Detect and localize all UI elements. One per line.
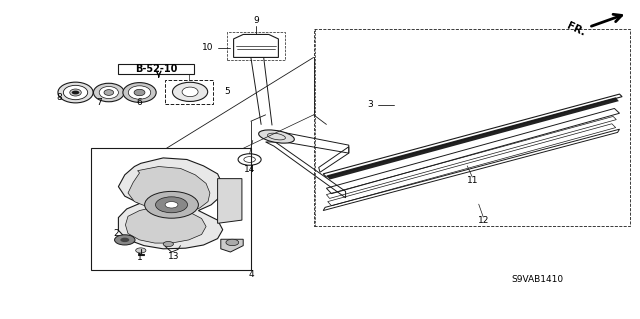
Text: 10: 10: [202, 43, 214, 52]
Ellipse shape: [93, 83, 124, 102]
Text: FR.: FR.: [565, 21, 587, 38]
Circle shape: [72, 91, 79, 94]
Text: 11: 11: [467, 176, 478, 185]
Ellipse shape: [104, 90, 114, 95]
Text: 3: 3: [367, 100, 373, 109]
Polygon shape: [218, 179, 242, 223]
Circle shape: [165, 202, 178, 208]
Bar: [91, 148, 251, 270]
Ellipse shape: [173, 82, 207, 101]
Ellipse shape: [63, 85, 88, 100]
Bar: [118, 64, 194, 74]
Polygon shape: [118, 158, 223, 249]
Text: 9: 9: [253, 16, 259, 25]
Polygon shape: [125, 167, 210, 243]
Text: 4: 4: [248, 271, 253, 279]
Circle shape: [156, 197, 188, 213]
Bar: [165, 80, 213, 104]
Text: 12: 12: [477, 216, 489, 225]
Circle shape: [120, 238, 129, 242]
Ellipse shape: [58, 82, 93, 103]
Bar: [227, 32, 285, 60]
Text: 2: 2: [113, 229, 119, 238]
Circle shape: [145, 191, 198, 218]
Text: B-52-10: B-52-10: [135, 64, 177, 74]
Circle shape: [226, 239, 239, 246]
Text: 7: 7: [97, 98, 102, 107]
Ellipse shape: [70, 89, 81, 96]
Ellipse shape: [129, 86, 151, 99]
Text: 1: 1: [137, 253, 142, 262]
Ellipse shape: [182, 87, 198, 97]
Circle shape: [163, 241, 173, 247]
Text: 14: 14: [244, 165, 255, 174]
Ellipse shape: [123, 83, 156, 102]
Polygon shape: [221, 239, 243, 252]
Bar: [314, 29, 630, 226]
Text: 13: 13: [168, 252, 180, 261]
Polygon shape: [326, 97, 619, 180]
Text: 5: 5: [224, 87, 230, 96]
Text: S9VAB1410: S9VAB1410: [511, 275, 564, 284]
Ellipse shape: [259, 130, 294, 143]
Text: 6: 6: [137, 98, 142, 107]
Circle shape: [136, 248, 146, 253]
Text: 8: 8: [56, 93, 62, 102]
Circle shape: [115, 235, 135, 245]
Ellipse shape: [134, 89, 145, 96]
Ellipse shape: [99, 86, 118, 99]
